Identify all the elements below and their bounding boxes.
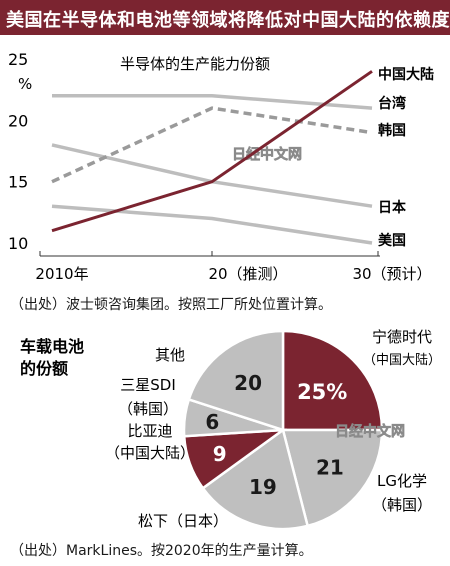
- y-tick-label: 25: [8, 50, 28, 69]
- watermark: 日经中文网: [232, 146, 302, 163]
- pie-slice-1: [281, 428, 384, 528]
- pie-value-label-4: 6: [205, 410, 219, 434]
- pie-value-label-5: 20: [234, 371, 262, 395]
- pie-category-sub-1: （韩国）: [372, 496, 432, 514]
- series-label-0: 中国大陆: [378, 66, 434, 83]
- pie-value-label-2: 19: [249, 475, 277, 499]
- series-line-3: [51, 143, 373, 208]
- pie-category-label-5: 其他: [155, 346, 185, 364]
- y-tick-label: 15: [8, 173, 28, 192]
- pie-category-sub-3: （中国大陆）: [105, 444, 195, 462]
- pie-category-label-2: 松下（日本）: [138, 512, 228, 530]
- line-chart-title: 半导体的生产能力份额: [120, 55, 270, 73]
- x-tick-label: 2010年: [35, 265, 88, 283]
- series-label-3: 日本: [378, 199, 407, 216]
- series-label-4: 美国: [378, 232, 406, 249]
- pie-chart-source: （出处）MarkLines。按2020年的生产量计算。: [10, 543, 313, 559]
- pie-category-label-1: LG化学: [377, 472, 427, 490]
- series-label-2: 韩国: [378, 122, 406, 139]
- x-tick-label: 20（推测）: [208, 265, 287, 283]
- pie-category-sub-0: （中国大陆）: [363, 352, 441, 368]
- pie-title-line-1: 的份额: [20, 359, 68, 378]
- semiconductor-line-chart: 半导体的生产能力份额% 10 15 20 25 2010年 20（推测） 30（预计） 日经中文…: [8, 50, 434, 283]
- pie-value-label-1: 21: [316, 455, 344, 479]
- page-title: 美国在半导体和电池等领域将降低对中国大陆的依赖度: [6, 10, 450, 31]
- y-tick-label: 20: [8, 111, 28, 130]
- pie-category-label-3: 比亚迪: [127, 422, 172, 440]
- pie-category-label-0: 宁德时代: [372, 328, 432, 346]
- pie-slice-5: [187, 329, 285, 432]
- series-label-1: 台湾: [378, 95, 406, 112]
- pie-category-label-4: 三星SDI: [120, 376, 176, 394]
- pie-slice-2: [201, 427, 310, 531]
- x-tick-label: 30（预计）: [352, 265, 431, 283]
- series-line-4: [51, 204, 373, 245]
- watermark: 日经中文网: [335, 423, 405, 440]
- pie-slice-0: [281, 329, 384, 432]
- title-bar: 美国在半导体和电池等领域将降低对中国大陆的依赖度: [0, 0, 450, 35]
- series-line-1: [52, 94, 373, 110]
- series-line-0: [51, 70, 373, 233]
- y-tick-label: 10: [8, 234, 28, 253]
- pie-title-line-0: 车载电池: [20, 337, 84, 356]
- line-chart-source: （出处）波士顿咨询集团。按照工厂所处位置计算。: [10, 297, 332, 313]
- y-axis-unit: %: [18, 75, 32, 93]
- pie-value-label-0: 25%: [297, 380, 347, 404]
- pie-value-label-3: 9: [213, 442, 227, 466]
- series-line-2: [51, 106, 373, 184]
- pie-category-sub-4: （韩国）: [118, 400, 178, 418]
